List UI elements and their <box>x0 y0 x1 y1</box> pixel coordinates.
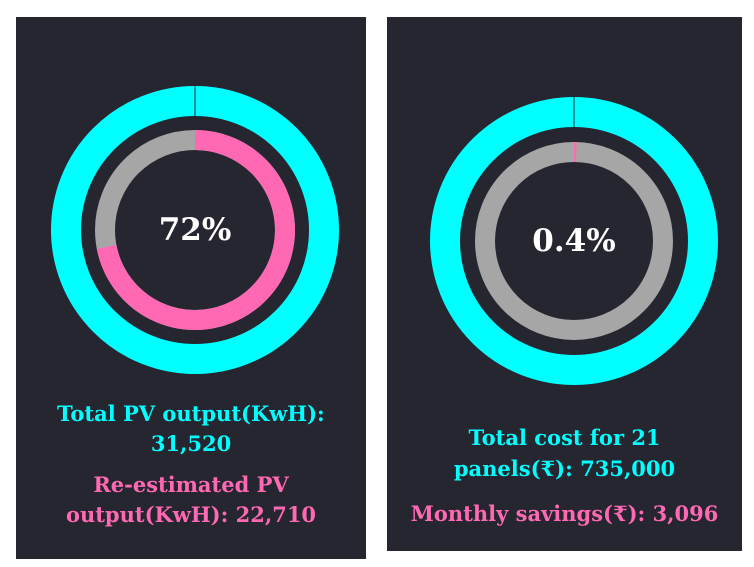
cost-savings-card: 0.4% Total cost for 21 panels(₹): 735,00… <box>387 17 742 551</box>
monthly-savings-label: Monthly savings(₹): 3,096 <box>410 501 719 526</box>
center-percentage-label: 72% <box>159 212 232 248</box>
total-pv-output-value: 31,520 <box>150 431 232 456</box>
center-percentage-label: 0.4% <box>532 223 615 259</box>
pv-output-card: 72% Total PV output(KwH): 31,520 Re-esti… <box>16 17 366 559</box>
total-pv-output-label: Total PV output(KwH): <box>57 401 325 426</box>
cost-savings-donut-chart: 0.4% <box>430 97 718 385</box>
re-estimated-pv-label: Re-estimated PV <box>93 472 289 497</box>
inner-ring-fill <box>96 130 295 330</box>
total-cost-value: panels(₹): 735,000 <box>453 456 676 481</box>
pv-output-donut-chart: 72% <box>51 86 339 374</box>
total-cost-label: Total cost for 21 <box>468 425 661 450</box>
re-estimated-pv-value: output(KwH): 22,710 <box>65 502 317 527</box>
